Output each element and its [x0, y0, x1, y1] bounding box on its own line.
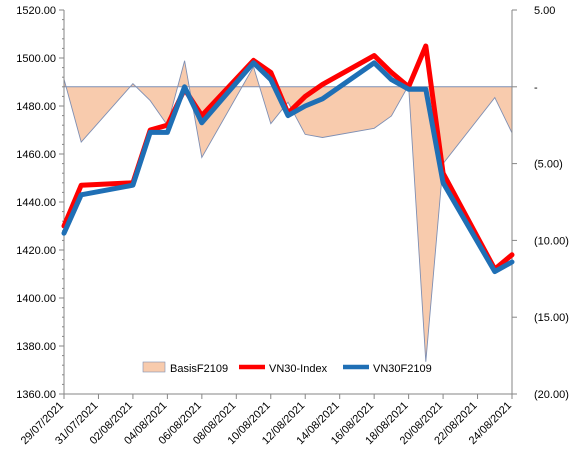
y2-tick-label: (5.00)	[534, 159, 563, 171]
legend-swatch-basis	[142, 361, 166, 373]
vn30f-line	[61, 60, 515, 275]
legend-label-basis: BasisF2109	[170, 363, 228, 375]
y-tick-label: 1440.00	[16, 197, 56, 209]
basis-area	[64, 60, 512, 362]
basis-outline	[63, 60, 513, 362]
y-tick-label: 1360.00	[16, 389, 56, 401]
y-tick-label: 1420.00	[16, 245, 56, 257]
y-tick-label: 1380.00	[16, 341, 56, 353]
y-tick-label: 1480.00	[16, 101, 56, 113]
y2-tick-label: -	[534, 82, 538, 94]
y2-tick-label: (15.00)	[534, 312, 569, 324]
y2-tick-label: 5.00	[534, 5, 555, 17]
y-tick-label: 1500.00	[16, 53, 56, 65]
y2-tick-label: (10.00)	[534, 235, 569, 247]
y-tick-label: 1520.00	[16, 5, 56, 17]
y-tick-label: 1400.00	[16, 293, 56, 305]
y2-tick-label: (20.00)	[534, 389, 569, 401]
y-tick-label: 1460.00	[16, 149, 56, 161]
legend: BasisF2109 VN30-Index VN30F2109	[142, 361, 432, 375]
basis-area-layer	[63, 60, 513, 362]
price-lines-layer	[61, 43, 515, 275]
legend-label-vn30f: VN30F2109	[373, 363, 432, 375]
legend-label-vn30-index: VN30-Index	[269, 363, 328, 375]
